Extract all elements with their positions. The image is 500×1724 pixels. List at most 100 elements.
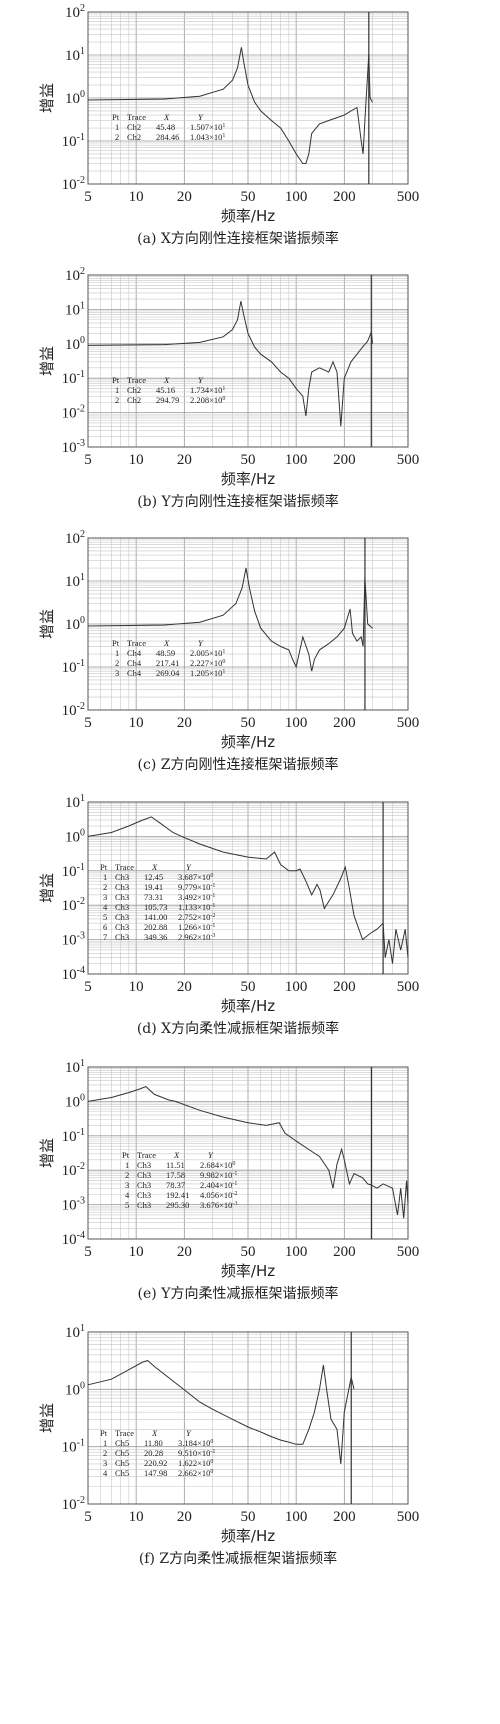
x-tick-label: 20 xyxy=(177,452,192,468)
readout-table: Pt Trace X Y 1 Ch4 48.59 2.005×101 2 Ch4 217.41 2.2… xyxy=(112,638,225,678)
table-cell: 192.41 xyxy=(166,1190,189,1200)
table-header: X xyxy=(151,1428,158,1438)
x-axis-label: 频率/Hz xyxy=(221,733,275,751)
y-axis-label: 增益 xyxy=(38,609,56,639)
table-cell: 1 xyxy=(125,1160,129,1170)
readout-table: Pt Trace X Y 1 Ch3 11.51 2.684×100 2 Ch3 17.58 9.98… xyxy=(122,1150,237,1210)
table-cell: 3.687×100 xyxy=(178,872,213,882)
x-tick-label: 20 xyxy=(177,1509,192,1525)
table-cell: 73.31 xyxy=(144,892,163,902)
table-cell: 48.59 xyxy=(156,648,175,658)
table-cell: Ch3 xyxy=(115,902,129,912)
y-tick-label: 10-3 xyxy=(62,1196,85,1214)
table-header: Y xyxy=(198,112,204,122)
table-header: Pt xyxy=(112,375,120,385)
y-tick-label: 10-3 xyxy=(62,438,85,456)
y-tick-label: 100 xyxy=(65,1092,85,1110)
x-tick-label: 5 xyxy=(84,452,92,468)
y-axis-label: 增益 xyxy=(38,83,56,113)
table-cell: 349.36 xyxy=(144,932,167,942)
x-tick-label: 10 xyxy=(129,452,144,468)
table-cell: Ch4 xyxy=(127,668,142,678)
table-cell: 202.88 xyxy=(144,922,167,932)
y-tick-label: 10-1 xyxy=(62,1127,85,1145)
series-line-1 xyxy=(87,1359,355,1464)
chart-panel-4: 5 10 20 50 100 200 500 101 100 10-1 10-2 10-3 10-4 增益… xyxy=(38,793,419,1037)
table-cell: 2.752×10-2 xyxy=(178,912,215,922)
y-tick-label: 10-2 xyxy=(62,175,85,193)
table-cell: 105.73 xyxy=(144,902,167,912)
y-tick-label: 10-2 xyxy=(62,701,85,719)
table-cell: 9.779×10-1 xyxy=(178,882,215,892)
figure-caption: (f) Z方向柔性减振框架谐振频率 xyxy=(139,1550,337,1567)
x-axis-label: 频率/Hz xyxy=(221,207,275,225)
table-cell: 2 xyxy=(103,882,107,892)
table-cell: 5 xyxy=(103,912,107,922)
table-cell: 220.92 xyxy=(144,1458,167,1468)
y-axis-label: 增益 xyxy=(38,1138,56,1168)
table-header: Pt xyxy=(122,1150,130,1160)
x-tick-label: 200 xyxy=(333,189,356,205)
y-tick-label: 10-1 xyxy=(62,1438,85,1456)
figure-caption: (b) Y方向刚性连接框架谐振频率 xyxy=(137,493,339,510)
y-tick-label: 100 xyxy=(65,827,85,845)
table-cell: 217.41 xyxy=(156,658,179,668)
x-tick-label: 50 xyxy=(241,715,256,731)
table-cell: 269.04 xyxy=(156,668,180,678)
table-cell: 295.30 xyxy=(166,1200,189,1210)
x-tick-label: 5 xyxy=(84,715,92,731)
plot-frame xyxy=(87,1066,409,1240)
x-tick-label: 50 xyxy=(241,1509,256,1525)
y-tick-label: 100 xyxy=(65,615,85,633)
table-cell: 1.043×101 xyxy=(190,132,225,142)
table-cell: Ch4 xyxy=(127,648,142,658)
x-tick-label: 100 xyxy=(285,452,308,468)
table-header: Y xyxy=(186,1428,192,1438)
grid xyxy=(88,802,408,974)
x-tick-label: 5 xyxy=(84,979,92,995)
table-cell: 1.507×101 xyxy=(190,122,225,132)
readout-table: Pt Trace X Y 1 Ch2 45.16 1.734×101 2 Ch2 294.79 2.2… xyxy=(112,375,225,405)
table-cell: 141.00 xyxy=(144,912,167,922)
x-axis-label: 频率/Hz xyxy=(221,997,275,1015)
x-tick-label: 5 xyxy=(84,189,92,205)
y-tick-label: 101 xyxy=(65,1058,85,1076)
x-tick-label: 500 xyxy=(397,1244,420,1260)
y-tick-label: 101 xyxy=(65,1323,85,1341)
table-cell: 3 xyxy=(115,668,119,678)
table-cell: 3 xyxy=(103,892,107,902)
table-cell: Ch3 xyxy=(115,922,129,932)
y-tick-label: 100 xyxy=(65,335,85,353)
table-cell: 17.58 xyxy=(166,1170,185,1180)
chart-panel-5: 5 10 20 50 100 200 500 101 100 10-1 10-2 10-3 10-4 增益… xyxy=(38,1058,419,1302)
x-tick-label: 20 xyxy=(177,979,192,995)
figure-caption: (d) X方向柔性减振框架谐振频率 xyxy=(137,1020,339,1037)
table-cell: 4.056×10-2 xyxy=(200,1190,237,1200)
table-cell: 19.41 xyxy=(144,882,163,892)
y-tick-label: 10-1 xyxy=(62,658,85,676)
table-header: Trace xyxy=(115,862,134,872)
table-cell: 3.184×100 xyxy=(178,1438,213,1448)
table-cell: Ch2 xyxy=(127,122,141,132)
figure-caption: (a) X方向刚性连接框架谐振频率 xyxy=(137,230,339,247)
table-cell: 3.492×10-1 xyxy=(178,892,215,902)
table-cell: 294.79 xyxy=(156,395,179,405)
x-tick-label: 50 xyxy=(241,189,256,205)
plot-frame xyxy=(87,1331,409,1505)
chart-panel-1: 5 10 20 50 100 200 500 102 101 100 10-1 10-2 增益频率/Hz… xyxy=(38,3,419,247)
x-tick-label: 100 xyxy=(285,1509,308,1525)
y-tick-label: 102 xyxy=(65,529,85,547)
y-tick-label: 10-1 xyxy=(62,132,85,150)
grid xyxy=(88,12,408,184)
y-tick-label: 10-2 xyxy=(62,896,85,914)
x-tick-label: 5 xyxy=(84,1244,92,1260)
x-tick-label: 200 xyxy=(333,1509,356,1525)
table-cell: Ch2 xyxy=(127,132,141,142)
table-cell: 1 xyxy=(103,1438,107,1448)
x-tick-label: 200 xyxy=(333,979,356,995)
grid xyxy=(88,538,408,710)
table-header: Trace xyxy=(127,375,146,385)
series-line-1 xyxy=(87,301,373,427)
table-header: Trace xyxy=(127,112,146,122)
